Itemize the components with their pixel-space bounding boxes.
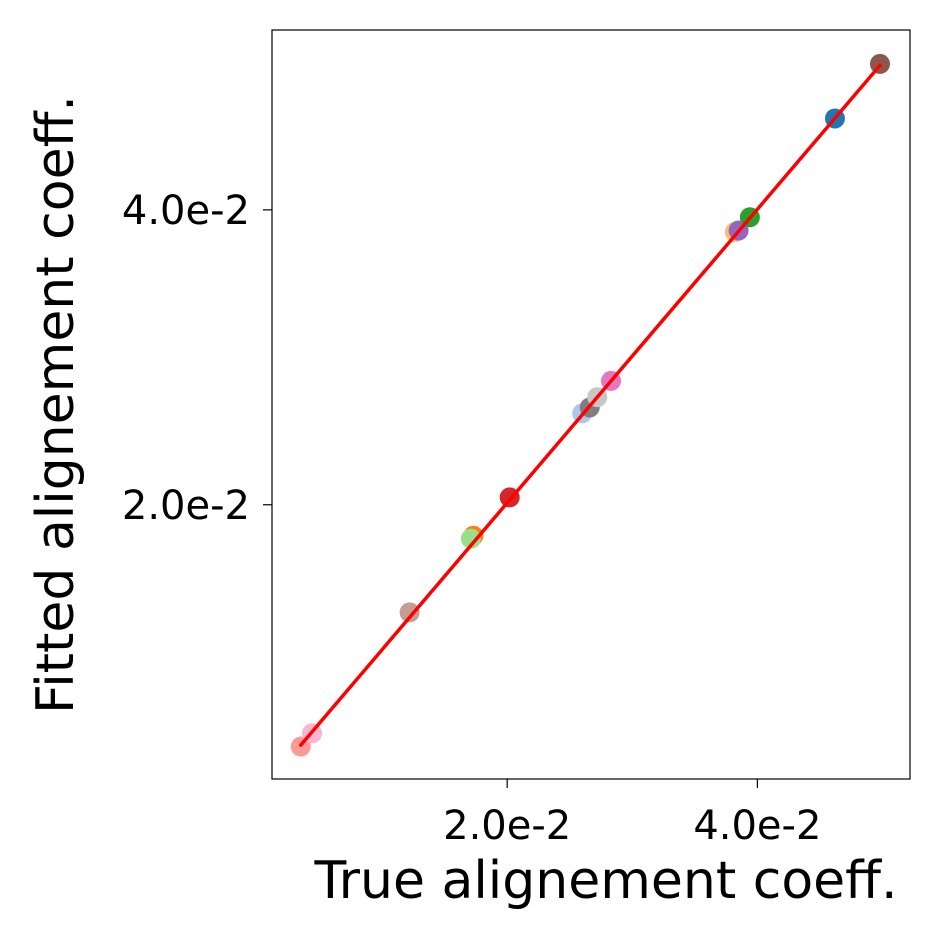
y-tick-label: 4.0e-2 xyxy=(122,188,250,234)
x-axis-ticks: 2.0e-2 4.0e-2 xyxy=(443,779,821,849)
x-tick-label: 4.0e-2 xyxy=(693,803,821,849)
scatter-point xyxy=(399,602,420,623)
fit-line xyxy=(299,63,882,747)
scatter-point xyxy=(460,528,481,549)
y-axis-label: Fitted alignement coeff. xyxy=(26,95,86,714)
x-tick-label: 2.0e-2 xyxy=(443,803,571,849)
y-tick-label: 2.0e-2 xyxy=(122,483,250,529)
y-axis-ticks: 2.0e-2 4.0e-2 xyxy=(122,188,272,529)
x-axis-label: True alignement coeff. xyxy=(314,851,898,911)
plot-area-frame xyxy=(271,29,911,780)
